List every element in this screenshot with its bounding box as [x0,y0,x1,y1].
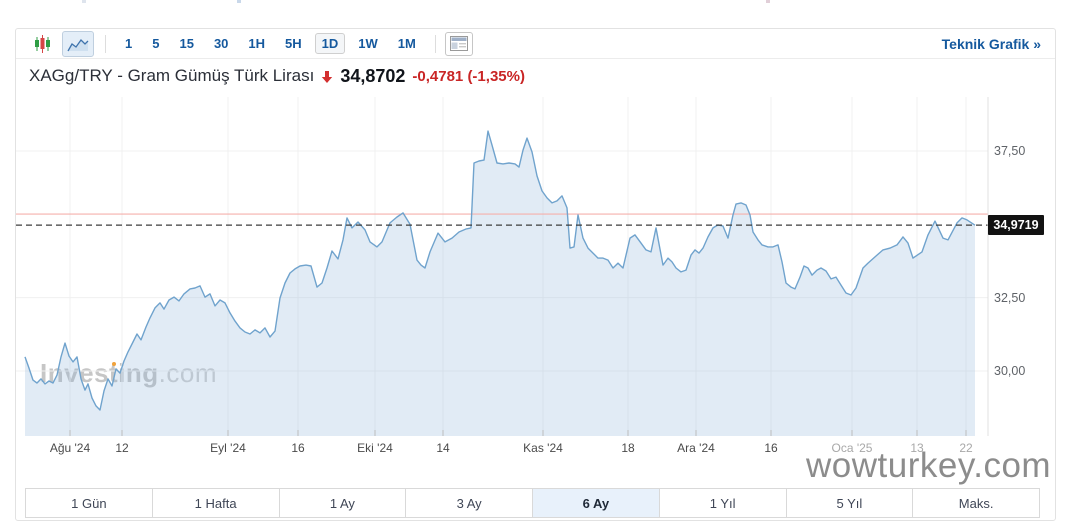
price-down-arrow-icon [322,71,333,83]
layout-icon [449,36,468,51]
toolbar-divider [434,34,436,53]
area-chart-button[interactable] [62,30,94,57]
range-button-1-ay[interactable]: 1 Ay [280,489,407,517]
last-price-tag: 34,9719 [988,215,1044,236]
interval-button-1w[interactable]: 1W [358,36,378,51]
x-axis-label: 22 [959,441,973,455]
toolbar-divider [105,34,106,53]
x-axis-label: Oca '25 [831,441,873,455]
x-axis-label: Ağu '24 [49,441,91,455]
candlestick-chart-button[interactable] [26,31,58,57]
top-speck [82,0,86,3]
range-button-maks-[interactable]: Maks. [958,495,994,511]
instrument-title: XAGg/TRY - Gram Gümüş Türk Lirası [29,66,315,85]
investing-watermark-bold: Investing [40,358,159,388]
range-button-1-gün[interactable]: 1 Gün [26,489,153,517]
range-button-3-ay[interactable]: 3 Ay [406,489,533,517]
teknik-grafik-link[interactable]: Teknik Grafik » [941,35,1041,52]
interval-button-15[interactable]: 15 [179,36,194,51]
wowturkey-watermark: wowturkey.com [806,446,1052,485]
investing-watermark: Investing.com [40,358,217,389]
x-axis-label: Ara '24 [677,441,715,455]
chart-toolbar: 1 5 15 30 1H 5H 1D 1W 1M Teknik Grafik » [16,29,1055,59]
x-axis-label: 18 [621,441,635,455]
top-speck [237,0,241,3]
interval-button-1[interactable]: 1 [125,36,133,51]
x-axis-label: Eki '24 [357,441,393,455]
range-button-5-y-l[interactable]: 5 Yıl [787,489,914,517]
range-button-6-ay[interactable]: 6 Ay [533,489,660,517]
x-axis-label: 12 [115,441,129,455]
price-change: -0,4781 (-1,35%) [412,68,525,85]
interval-button-1m[interactable]: 1M [397,36,416,51]
last-price: 34,8702 [340,65,406,86]
watermark-orange-dot [112,362,116,366]
candlestick-icon [34,34,50,53]
x-axis-label: 16 [764,441,778,455]
y-axis-label: 32,50 [994,290,1026,305]
change-value: -0,4781 [412,67,464,85]
x-axis-label: 14 [436,441,450,455]
change-percent: (-1,35%) [467,67,525,85]
area-chart-icon [67,38,89,51]
interval-button-5[interactable]: 5 [152,36,160,51]
interval-button-1d[interactable]: 1D [314,33,346,54]
x-axis-label: Eyl '24 [210,441,246,455]
interval-button-1h[interactable]: 1H [248,36,266,51]
interval-button-5h[interactable]: 5H [285,36,302,51]
range-button-1-y-l[interactable]: 1 Yıl [660,489,787,517]
instrument-header: XAGg/TRY - Gram Gümüş Türk Lirası 34,870… [29,62,525,90]
y-axis-label: 30,00 [994,363,1026,378]
time-range-buttons: 1 Gün 1 Hafta 1 Ay 3 Ay 6 Ay 1 Yıl 5 Yıl Maks. [25,488,1040,518]
y-axis-label: 37,50 [994,144,1026,158]
x-axis-label: 13 [910,441,924,455]
top-speck [766,0,770,3]
investing-watermark-rest: .com [158,358,217,388]
chart-layout-button[interactable] [444,31,473,56]
x-axis-label: 16 [291,441,305,455]
range-button-1-hafta[interactable]: 1 Hafta [153,489,280,517]
interval-buttons: 1 5 15 30 1H 5H 1D 1W 1M [115,33,426,54]
x-axis-label: Kas '24 [523,441,563,455]
interval-button-30[interactable]: 30 [213,36,229,51]
